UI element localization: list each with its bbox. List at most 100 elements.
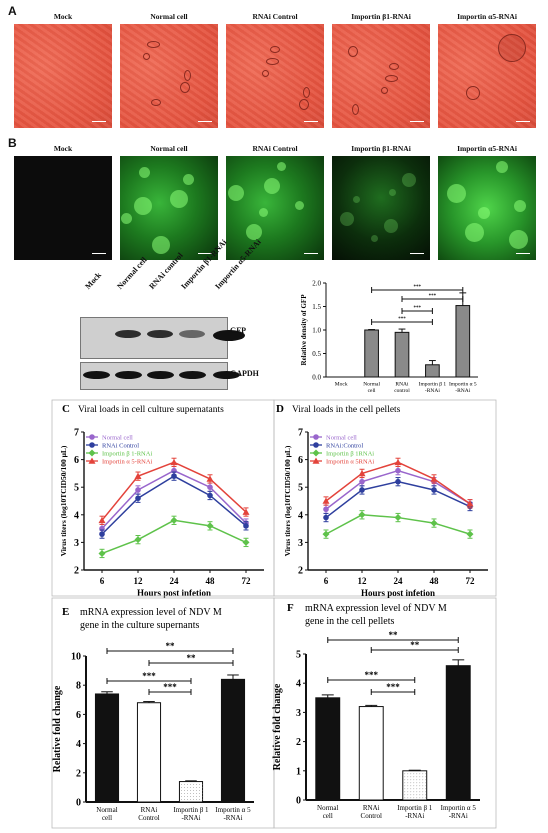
y-tick-label: 2 [76, 768, 81, 779]
bar-dot-pattern [413, 785, 415, 787]
x-tick-label: 48 [430, 576, 440, 586]
category-label: cell [102, 814, 112, 822]
bar-dot-pattern [404, 794, 406, 796]
data-point [395, 478, 401, 485]
bar-dot-pattern [422, 782, 424, 784]
micrograph-a-2: Normal cell [120, 12, 218, 128]
legend-marker [89, 434, 95, 440]
fluorescence-b-5: Importin α5-RNAi [438, 144, 536, 260]
brightfield-image [226, 24, 324, 128]
legend-marker [88, 449, 96, 457]
x-tick-label: 24 [170, 576, 180, 586]
category-label: Importin α 5 [215, 806, 251, 814]
micrograph-a-4: Importin β1-RNAi [332, 12, 430, 128]
bar-dot-pattern [187, 790, 188, 791]
bar-dot-pattern [196, 787, 197, 788]
y-axis-label: Relative fold change [52, 685, 63, 772]
bar-dot-pattern [404, 788, 406, 790]
fluorescence-label: Mock [53, 144, 73, 153]
y-axis-label: Virus titers (log10TCID50/100 μL) [283, 445, 292, 556]
micrograph-label: RNAi Control [252, 12, 298, 21]
y-tick-label: 4 [74, 510, 79, 521]
fluorescent-cell [496, 161, 508, 173]
gapdh-band [115, 371, 142, 379]
x-tick-label: 12 [134, 576, 144, 586]
bar-dot-pattern [413, 776, 415, 778]
category-label: cell [323, 812, 333, 820]
cell-blob [385, 75, 398, 82]
gfp-band [115, 330, 141, 338]
fluorescent-cell [134, 197, 152, 215]
y-tick-label: 2.0 [312, 279, 321, 287]
category-label: Normal [363, 382, 380, 388]
y-tick-label: 7 [74, 428, 79, 439]
category-label: -RNAi [223, 814, 242, 822]
bar-dot-pattern [193, 796, 194, 797]
data-point [170, 516, 178, 524]
scale-bar [304, 252, 318, 254]
bar-dot-pattern [187, 799, 188, 800]
legend-marker [88, 457, 96, 464]
bar-dot-pattern [407, 776, 409, 778]
bar-dot-pattern [422, 776, 424, 778]
cell-blob [299, 99, 309, 110]
data-point [135, 495, 141, 502]
chart-title-line: gene in the culture supernants [80, 620, 200, 631]
x-tick-label: 48 [206, 576, 216, 586]
bar-dot-pattern [404, 797, 406, 799]
bar [358, 706, 384, 801]
bar-dot-pattern [184, 790, 185, 791]
bar-dot-pattern [407, 788, 409, 790]
category-label: Importin β 1 [419, 382, 447, 388]
bar-dot-pattern [181, 787, 182, 788]
band-pointer [226, 331, 230, 332]
fluorescent-cell [228, 185, 244, 201]
series-line [101, 519, 247, 555]
gfp-band-label: GFP [230, 326, 246, 335]
category-label: Importin α 5 [441, 804, 477, 812]
series-line [325, 514, 471, 535]
y-tick-label: 6 [76, 710, 81, 721]
scale-bar [198, 120, 212, 122]
category-label: -RNAi [425, 388, 440, 394]
bar-dot-pattern [419, 776, 421, 778]
bar-dot-pattern [202, 784, 203, 785]
data-point [98, 516, 106, 524]
bar-dot-pattern [190, 784, 191, 785]
chart-title-line: mRNA expression level of NDV M [80, 607, 222, 618]
bar [315, 697, 341, 801]
y-tick-label: 2 [74, 566, 79, 577]
fluorescent-cell [478, 207, 490, 219]
category-label: cell [368, 388, 376, 394]
fluorescent-cell [121, 213, 132, 224]
bar-dot-pattern [419, 788, 421, 790]
data-point [243, 523, 249, 529]
legend-marker [312, 457, 320, 464]
data-point [134, 536, 142, 544]
panel-f-frame [273, 597, 497, 829]
bar-dot-pattern [416, 776, 418, 778]
bar-dot-pattern [407, 791, 409, 793]
fluorescent-cell [259, 208, 268, 217]
bar-dot-pattern [410, 776, 412, 778]
cell-blob [262, 70, 269, 77]
bar-dot-pattern [410, 782, 412, 784]
brightfield-image [120, 24, 218, 128]
fluorescent-cell [465, 223, 484, 242]
series-line [325, 469, 471, 510]
data-point [206, 522, 214, 530]
gfp-band [213, 330, 245, 341]
category-label: Importin β 1 [397, 804, 433, 812]
bar-dot-pattern [425, 779, 427, 781]
bar-dot-pattern [187, 793, 188, 794]
scale-bar [410, 252, 424, 254]
cell-blob [389, 63, 399, 70]
bar-dot-pattern [425, 791, 427, 793]
micrograph-label: Mock [53, 12, 73, 21]
bar [455, 305, 471, 378]
x-tick-label: 6 [324, 576, 329, 586]
x-tick-label: 72 [466, 576, 476, 586]
panel-letter: C [62, 403, 70, 415]
bar-dot-pattern [199, 784, 200, 785]
data-point [466, 500, 474, 507]
